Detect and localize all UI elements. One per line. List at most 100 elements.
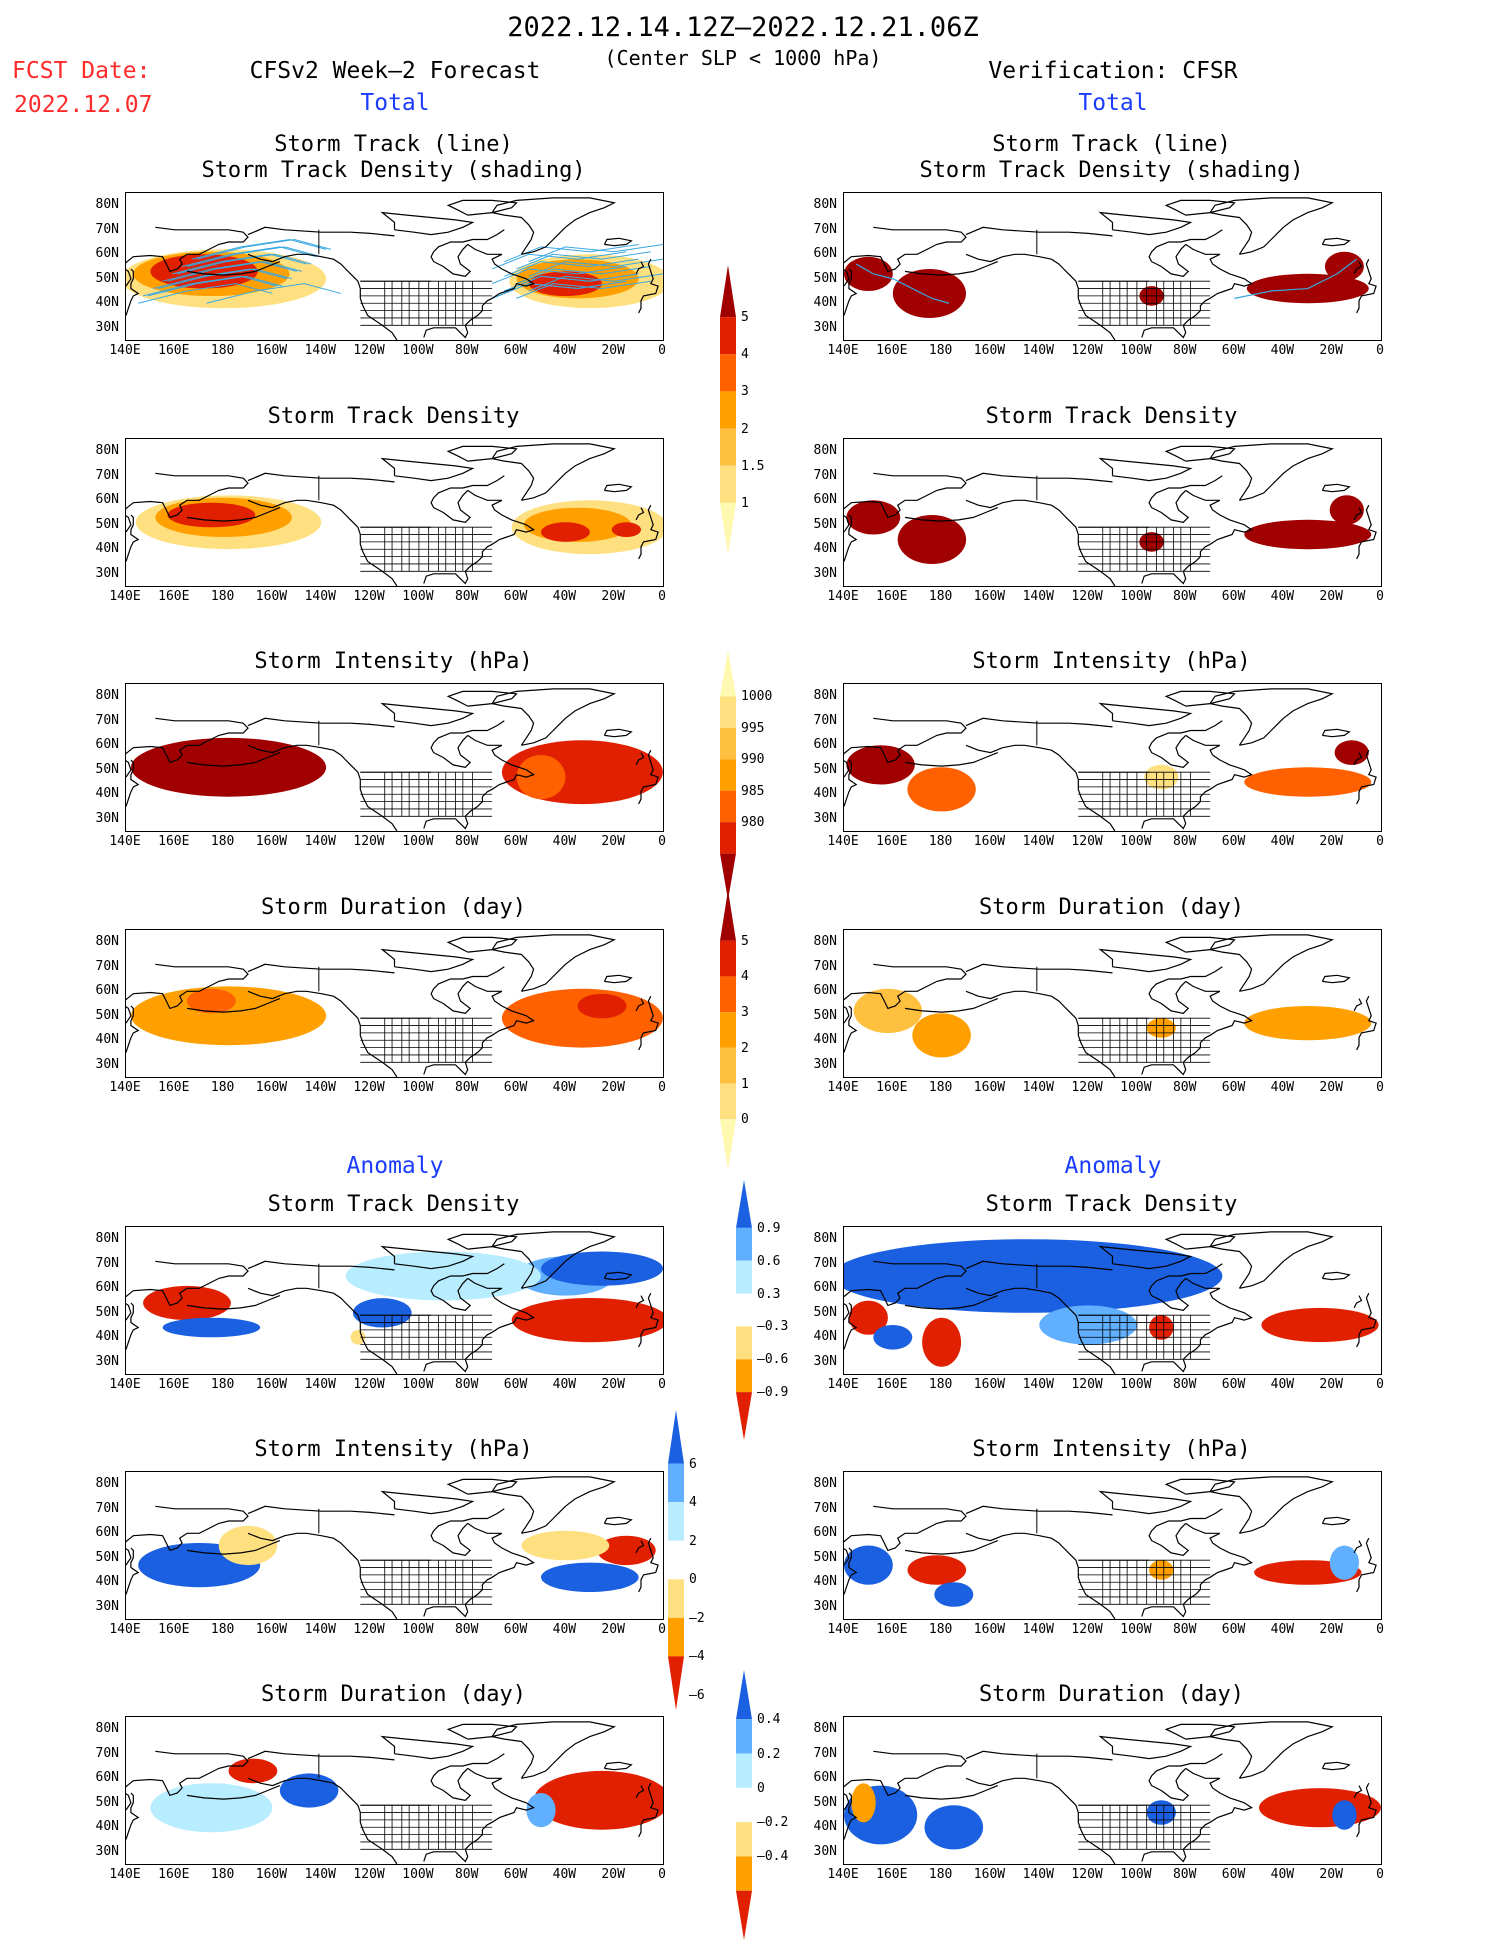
lat-label: 40N: [813, 541, 837, 557]
colorbar-intensity-anomaly-label: 4: [689, 1495, 697, 1511]
lon-label: 180: [928, 1622, 953, 1637]
colorbar-intensity-anomaly: [665, 1410, 687, 1714]
lat-label: 50N: [813, 1304, 837, 1320]
lat-label: 60N: [813, 1770, 837, 1786]
lat-label: 50N: [95, 1794, 119, 1810]
colorbar-duration-anomaly-label: 0.4: [757, 1712, 781, 1728]
lon-label: 140W: [1022, 589, 1054, 604]
lat-label: 80N: [813, 1721, 837, 1737]
lon-label: 120W: [1071, 1377, 1103, 1392]
panel-subtitle: Storm Track Density (shading): [919, 158, 1304, 183]
lon-label: 80W: [1172, 834, 1197, 849]
lon-label: 160W: [255, 343, 288, 358]
lat-label: 50N: [95, 1007, 119, 1023]
colorbar-duration-anomaly-label: –0.4: [757, 1849, 789, 1865]
panel-title: Storm Duration (day): [261, 1682, 526, 1707]
lon-label: 180: [210, 1867, 235, 1882]
colorbar-density-anomaly: [733, 1180, 755, 1444]
lat-label: 70N: [813, 467, 837, 483]
lon-label: 180: [210, 589, 235, 604]
lat-label: 60N: [95, 246, 119, 262]
lon-label: 160E: [158, 589, 190, 604]
panel-title: Storm Track Density: [985, 404, 1238, 429]
lon-label: 140W: [1022, 1867, 1054, 1882]
lat-label: 60N: [813, 737, 837, 753]
lon-label: 80W: [1172, 1377, 1197, 1392]
lon-label: 160E: [158, 834, 190, 849]
colorbar-density-anomaly-label: –0.3: [757, 1319, 789, 1335]
lat-label: 80N: [813, 1476, 837, 1492]
lon-label: 40W: [1270, 1867, 1295, 1882]
lat-label: 70N: [95, 1745, 119, 1761]
lat-label: 60N: [813, 1525, 837, 1541]
colorbar-density-total-label: 2: [741, 421, 749, 437]
lat-label: 50N: [813, 516, 837, 532]
lon-label: 20W: [1319, 1080, 1343, 1095]
lon-label: 120W: [353, 1867, 385, 1882]
lat-label: 80N: [813, 934, 837, 950]
lon-label: 100W: [402, 1080, 434, 1095]
lat-label: 40N: [813, 1574, 837, 1590]
panel-title: Storm Track Density: [985, 1192, 1238, 1217]
panel-title: Storm Duration (day): [979, 1682, 1244, 1707]
lon-label: 80W: [1172, 1622, 1197, 1637]
map-panel-r-den: [843, 438, 1382, 587]
colorbar-density-total-label: 3: [741, 384, 749, 400]
lon-label: 40W: [552, 343, 577, 358]
colorbar-intensity-total-label: 980: [741, 815, 765, 831]
lon-label: 140E: [827, 1080, 859, 1095]
lat-label: 70N: [95, 1500, 119, 1516]
lon-label: 160E: [876, 1377, 908, 1392]
lon-label: 140W: [304, 589, 336, 604]
lon-label: 180: [928, 589, 953, 604]
lon-label: 60W: [1221, 1622, 1246, 1637]
lat-label: 60N: [813, 246, 837, 262]
lon-label: 140E: [827, 1867, 859, 1882]
lat-label: 70N: [813, 1255, 837, 1271]
lat-label: 70N: [813, 221, 837, 237]
map-panel-l-trk: [125, 192, 664, 341]
lon-label: 20W: [601, 1622, 625, 1637]
lon-label: 160E: [158, 1080, 190, 1095]
colorbar-density-anomaly-label: 0.3: [757, 1286, 781, 1302]
lon-label: 20W: [601, 834, 625, 849]
colorbar-intensity-anomaly-label: –6: [689, 1688, 705, 1703]
map-panel-l-aden: [125, 1226, 664, 1375]
lon-label: 120W: [353, 343, 385, 358]
lat-label: 30N: [95, 1353, 119, 1369]
lon-label: 20W: [601, 589, 625, 604]
lon-label: 60W: [503, 834, 528, 849]
lon-label: 20W: [1319, 1867, 1343, 1882]
lon-label: 0: [658, 1080, 666, 1095]
colorbar-duration-total-label: 3: [741, 1005, 749, 1021]
left-anomaly-label: Anomaly: [346, 1153, 444, 1179]
panel-title: Storm Duration (day): [979, 895, 1244, 920]
lat-label: 60N: [813, 1280, 837, 1296]
lon-label: 140W: [304, 1377, 336, 1392]
lat-label: 70N: [813, 1745, 837, 1761]
lon-label: 40W: [1270, 1622, 1295, 1637]
lon-label: 180: [210, 1377, 235, 1392]
lat-label: 30N: [813, 1353, 837, 1369]
lon-label: 60W: [1221, 589, 1246, 604]
lat-label: 60N: [95, 737, 119, 753]
lon-label: 160W: [973, 589, 1006, 604]
lat-label: 40N: [95, 786, 119, 802]
lon-label: 180: [210, 343, 235, 358]
lat-label: 40N: [813, 786, 837, 802]
map-panel-r-adur: [843, 1716, 1382, 1865]
lat-label: 30N: [95, 319, 119, 335]
lon-label: 40W: [552, 834, 577, 849]
colorbar-intensity-total-label: 995: [741, 720, 765, 736]
fcst-date: 2022.12.07: [14, 92, 153, 118]
lon-label: 60W: [503, 1867, 528, 1882]
lat-label: 30N: [813, 1056, 837, 1072]
lat-label: 80N: [813, 688, 837, 704]
lat-label: 40N: [95, 1032, 119, 1048]
lat-label: 40N: [95, 295, 119, 311]
lat-label: 30N: [813, 1598, 837, 1614]
lat-label: 70N: [95, 1255, 119, 1271]
left-total-label: Total: [360, 90, 430, 116]
lat-label: 70N: [813, 958, 837, 974]
lat-label: 80N: [95, 443, 119, 459]
